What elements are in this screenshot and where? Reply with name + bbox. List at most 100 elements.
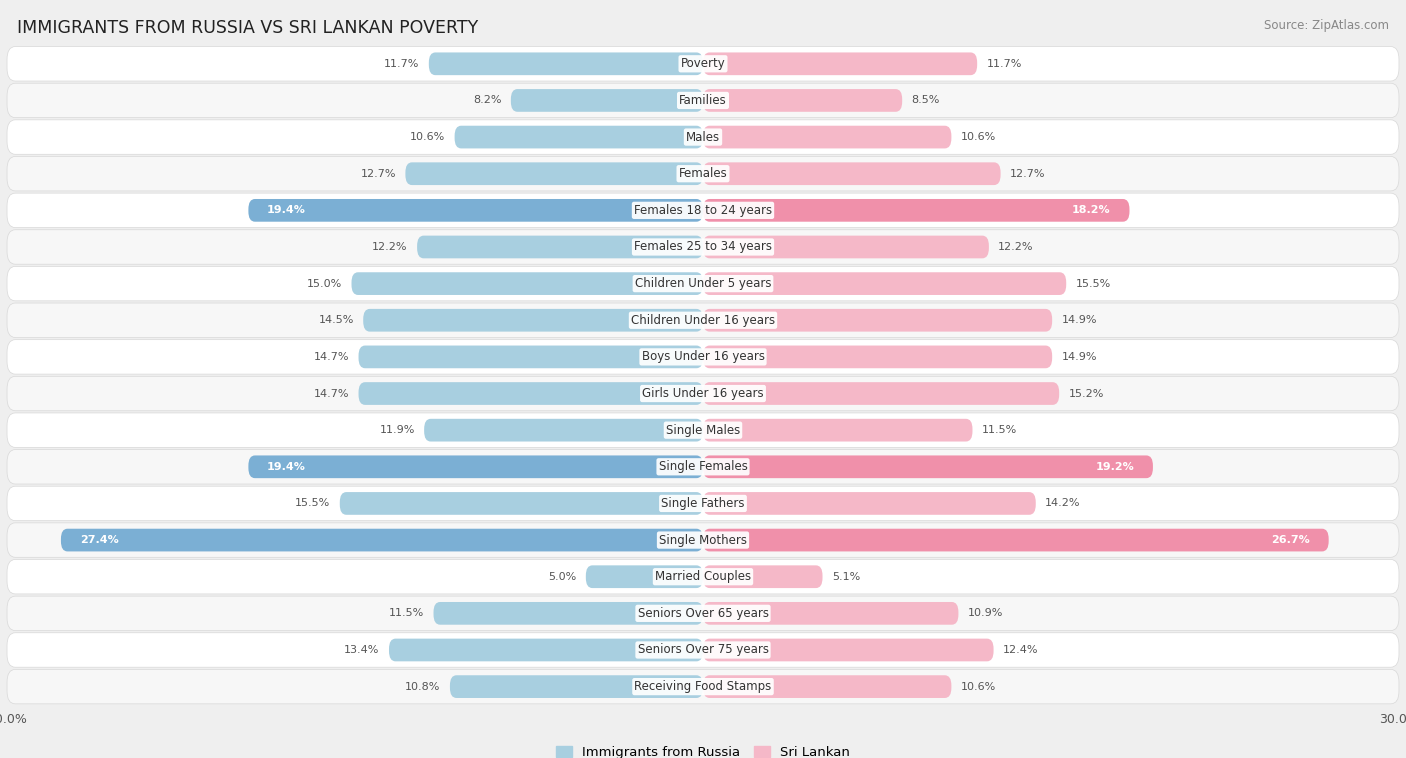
Text: 12.4%: 12.4% [1002,645,1039,655]
Text: Source: ZipAtlas.com: Source: ZipAtlas.com [1264,19,1389,32]
Text: 15.5%: 15.5% [1076,279,1111,289]
FancyBboxPatch shape [703,52,977,75]
Text: 14.5%: 14.5% [319,315,354,325]
Text: 8.5%: 8.5% [911,96,941,105]
Text: 5.0%: 5.0% [548,572,576,581]
Text: Single Females: Single Females [658,460,748,473]
FancyBboxPatch shape [340,492,703,515]
Text: 30.0%: 30.0% [1379,713,1406,726]
FancyBboxPatch shape [454,126,703,149]
FancyBboxPatch shape [703,346,1052,368]
Text: 10.6%: 10.6% [411,132,446,142]
FancyBboxPatch shape [7,596,1399,631]
Text: Single Fathers: Single Fathers [661,497,745,510]
Text: 11.5%: 11.5% [981,425,1017,435]
Text: 11.5%: 11.5% [389,609,425,619]
Text: 12.7%: 12.7% [360,169,396,179]
Text: 19.2%: 19.2% [1095,462,1135,471]
Text: 14.9%: 14.9% [1062,315,1097,325]
Text: 5.1%: 5.1% [832,572,860,581]
Text: 13.4%: 13.4% [344,645,380,655]
FancyBboxPatch shape [703,126,952,149]
FancyBboxPatch shape [60,529,703,551]
FancyBboxPatch shape [359,346,703,368]
FancyBboxPatch shape [703,602,959,625]
Text: 19.4%: 19.4% [267,205,307,215]
Text: 8.2%: 8.2% [472,96,502,105]
Text: Females 25 to 34 years: Females 25 to 34 years [634,240,772,253]
Text: Children Under 16 years: Children Under 16 years [631,314,775,327]
FancyBboxPatch shape [7,376,1399,411]
FancyBboxPatch shape [7,120,1399,155]
Text: 10.6%: 10.6% [960,132,995,142]
FancyBboxPatch shape [7,523,1399,557]
FancyBboxPatch shape [7,486,1399,521]
Text: 19.4%: 19.4% [267,462,307,471]
FancyBboxPatch shape [433,602,703,625]
FancyBboxPatch shape [352,272,703,295]
Text: 15.5%: 15.5% [295,499,330,509]
Text: 12.2%: 12.2% [373,242,408,252]
Text: Married Couples: Married Couples [655,570,751,583]
FancyBboxPatch shape [703,199,1129,221]
Text: Families: Families [679,94,727,107]
FancyBboxPatch shape [7,559,1399,594]
FancyBboxPatch shape [249,456,703,478]
FancyBboxPatch shape [7,303,1399,337]
FancyBboxPatch shape [7,230,1399,265]
FancyBboxPatch shape [425,419,703,441]
FancyBboxPatch shape [703,492,1036,515]
FancyBboxPatch shape [7,266,1399,301]
FancyBboxPatch shape [703,89,903,111]
Text: Children Under 5 years: Children Under 5 years [634,277,772,290]
Text: 11.7%: 11.7% [384,59,419,69]
Text: 10.6%: 10.6% [960,681,995,691]
FancyBboxPatch shape [7,633,1399,667]
FancyBboxPatch shape [703,419,973,441]
Text: 27.4%: 27.4% [80,535,118,545]
Text: 15.0%: 15.0% [307,279,342,289]
Text: Seniors Over 75 years: Seniors Over 75 years [637,644,769,656]
Text: Seniors Over 65 years: Seniors Over 65 years [637,607,769,620]
Text: Girls Under 16 years: Girls Under 16 years [643,387,763,400]
FancyBboxPatch shape [703,565,823,588]
FancyBboxPatch shape [389,639,703,661]
FancyBboxPatch shape [7,46,1399,81]
Text: 12.2%: 12.2% [998,242,1033,252]
Text: 18.2%: 18.2% [1073,205,1111,215]
FancyBboxPatch shape [703,162,1001,185]
Text: 30.0%: 30.0% [0,713,27,726]
FancyBboxPatch shape [7,83,1399,117]
Text: Boys Under 16 years: Boys Under 16 years [641,350,765,363]
FancyBboxPatch shape [249,199,703,221]
FancyBboxPatch shape [586,565,703,588]
FancyBboxPatch shape [703,529,1329,551]
Text: 12.7%: 12.7% [1010,169,1046,179]
Text: Poverty: Poverty [681,58,725,70]
Legend: Immigrants from Russia, Sri Lankan: Immigrants from Russia, Sri Lankan [551,741,855,758]
Text: Receiving Food Stamps: Receiving Food Stamps [634,680,772,693]
FancyBboxPatch shape [703,236,988,258]
FancyBboxPatch shape [703,309,1052,331]
FancyBboxPatch shape [450,675,703,698]
Text: 26.7%: 26.7% [1271,535,1310,545]
FancyBboxPatch shape [429,52,703,75]
Text: 11.7%: 11.7% [987,59,1022,69]
FancyBboxPatch shape [703,639,994,661]
FancyBboxPatch shape [7,193,1399,227]
FancyBboxPatch shape [703,456,1153,478]
Text: Females 18 to 24 years: Females 18 to 24 years [634,204,772,217]
FancyBboxPatch shape [7,669,1399,704]
FancyBboxPatch shape [703,675,952,698]
Text: IMMIGRANTS FROM RUSSIA VS SRI LANKAN POVERTY: IMMIGRANTS FROM RUSSIA VS SRI LANKAN POV… [17,19,478,37]
Text: Males: Males [686,130,720,143]
FancyBboxPatch shape [7,340,1399,374]
Text: 11.9%: 11.9% [380,425,415,435]
FancyBboxPatch shape [418,236,703,258]
Text: 10.9%: 10.9% [967,609,1002,619]
Text: Single Males: Single Males [666,424,740,437]
Text: 14.7%: 14.7% [314,352,349,362]
Text: 14.2%: 14.2% [1045,499,1081,509]
Text: 10.8%: 10.8% [405,681,440,691]
Text: 15.2%: 15.2% [1069,389,1104,399]
